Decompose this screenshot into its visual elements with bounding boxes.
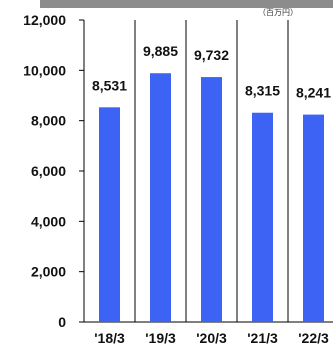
y-tick-label: 0 xyxy=(58,314,66,330)
y-tick-label: 6,000 xyxy=(31,163,66,179)
x-tick-label: '18/3 xyxy=(94,330,125,346)
x-tick-label: '19/3 xyxy=(145,330,176,346)
data-label: 8,241 xyxy=(296,85,331,101)
x-tick-label: '21/3 xyxy=(247,330,278,346)
data-label: 9,732 xyxy=(194,47,229,63)
x-tick-label: '22/3 xyxy=(298,330,329,346)
data-label: 8,315 xyxy=(245,83,280,99)
data-label: 8,531 xyxy=(92,77,127,93)
y-tick-label: 2,000 xyxy=(31,264,66,280)
bar xyxy=(99,107,120,322)
y-tick-label: 8,000 xyxy=(31,113,66,129)
bar xyxy=(201,77,222,322)
y-tick-label: 10,000 xyxy=(23,62,66,78)
data-label: 9,885 xyxy=(143,43,178,59)
bars xyxy=(99,73,324,322)
y-axis-ticks: 0 2,000 4,000 6,000 8,000 10,000 12,000 xyxy=(23,12,66,330)
y-tick-label: 4,000 xyxy=(31,213,66,229)
bar xyxy=(252,113,273,322)
bar xyxy=(303,115,324,322)
header-band xyxy=(40,0,333,8)
x-axis-ticks: '18/3 '19/3 '20/3 '21/3 '22/3 xyxy=(94,330,329,346)
y-tick-label: 12,000 xyxy=(23,12,66,28)
bar xyxy=(150,73,171,322)
x-tick-label: '20/3 xyxy=(196,330,227,346)
unit-label: （百万円） xyxy=(258,8,298,17)
